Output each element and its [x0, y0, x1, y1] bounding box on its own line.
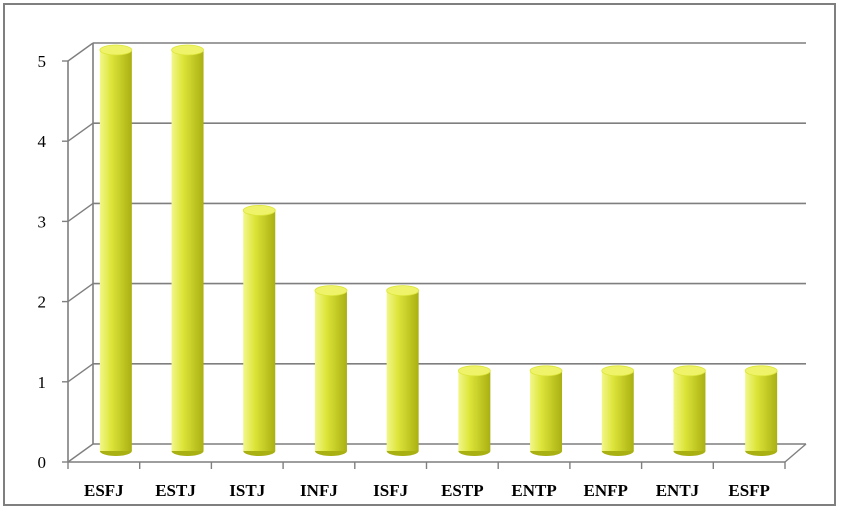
x-tick-label: ESFP: [728, 481, 770, 500]
bar: [99, 44, 133, 456]
bar: [386, 285, 420, 456]
bar: [601, 365, 635, 456]
bar: [171, 44, 204, 456]
grid-lines: [67, 42, 806, 463]
x-tick-label: ENTJ: [656, 481, 700, 500]
gridline: [67, 122, 806, 142]
y-tick-labels: 0 1 2 3 4 5: [38, 52, 47, 472]
gridline: [67, 443, 94, 463]
x-tick-label: ENFP: [584, 481, 628, 500]
bar: [242, 204, 276, 456]
y-tick-label: 3: [38, 212, 47, 231]
gridline: [67, 362, 806, 383]
gridline: [67, 42, 806, 62]
x-tick-label: ESFJ: [84, 481, 124, 500]
gridline: [67, 282, 806, 303]
gridline: [67, 202, 806, 222]
x-tick-labels: ESFJ ESTJ ISTJ INFJ ISFJ ESTP ENTP ENFP ENTJ ESFP: [84, 481, 770, 500]
y-tick-label: 1: [38, 373, 47, 392]
x-tick-label: ISFJ: [373, 481, 408, 500]
bar: [529, 365, 563, 456]
y-tick-label: 5: [38, 52, 47, 71]
y-tick-label: 2: [38, 293, 47, 312]
bar: [314, 285, 348, 456]
y-tick-label: 4: [38, 132, 47, 151]
floor-right-edge: [784, 443, 807, 463]
bar: [673, 365, 706, 456]
y-tick-label: 0: [38, 453, 47, 472]
x-tick-label: ENTP: [511, 481, 556, 500]
x-tick-label: INFJ: [300, 481, 338, 500]
x-tick-label: ISTJ: [229, 481, 265, 500]
x-tick-label: ESTP: [441, 481, 484, 500]
bar: [744, 365, 778, 456]
bar: [457, 365, 491, 456]
bars: [99, 44, 778, 456]
x-tick-label: ESTJ: [155, 481, 196, 500]
